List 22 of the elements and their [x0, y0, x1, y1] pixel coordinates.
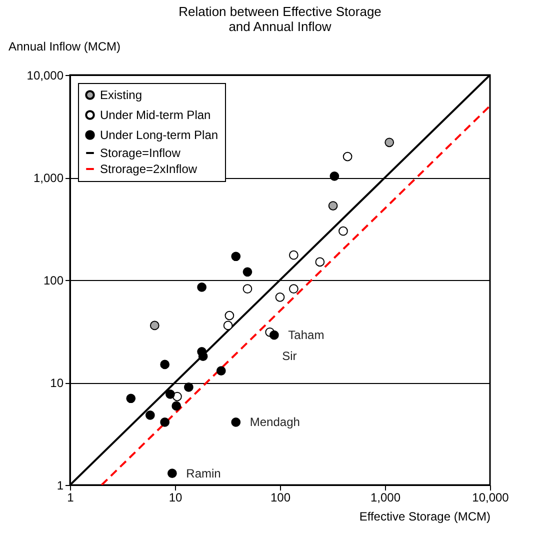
legend-label: Storage=Inflow — [100, 146, 181, 160]
chart-title: Relation between Effective Storage and Annual Inflow — [178, 4, 382, 34]
legend-label: Existing — [100, 88, 142, 102]
y-tick-label: 10 — [50, 376, 64, 390]
legend-label: Under Mid-term Plan — [100, 108, 211, 122]
legend-label: Under Long-term Plan — [100, 128, 218, 142]
y-axis-title: Annual Inflow (MCM) — [8, 40, 121, 54]
x-tick-label: 10 — [168, 490, 182, 504]
y-tick-label: 1,000 — [33, 171, 64, 185]
y-tick-label: 10,000 — [26, 68, 64, 82]
x-tick-label: 100 — [270, 490, 291, 504]
x-tick-label: 1 — [67, 490, 74, 504]
annotation: Ramin — [186, 466, 221, 480]
y-tick-label: 1 — [56, 478, 64, 492]
legend-label: Strorage=2xInflow — [100, 162, 198, 176]
annotation: Taham — [288, 328, 324, 342]
x-tick-label: 1,000 — [370, 490, 401, 504]
annotation: Mendagh — [250, 415, 300, 430]
x-axis-title: Effective Storage (MCM) — [359, 510, 490, 524]
x-tick-label: 10,000 — [472, 490, 510, 504]
y-tick-label: 100 — [43, 274, 64, 288]
annotation: Sir — [282, 348, 297, 363]
